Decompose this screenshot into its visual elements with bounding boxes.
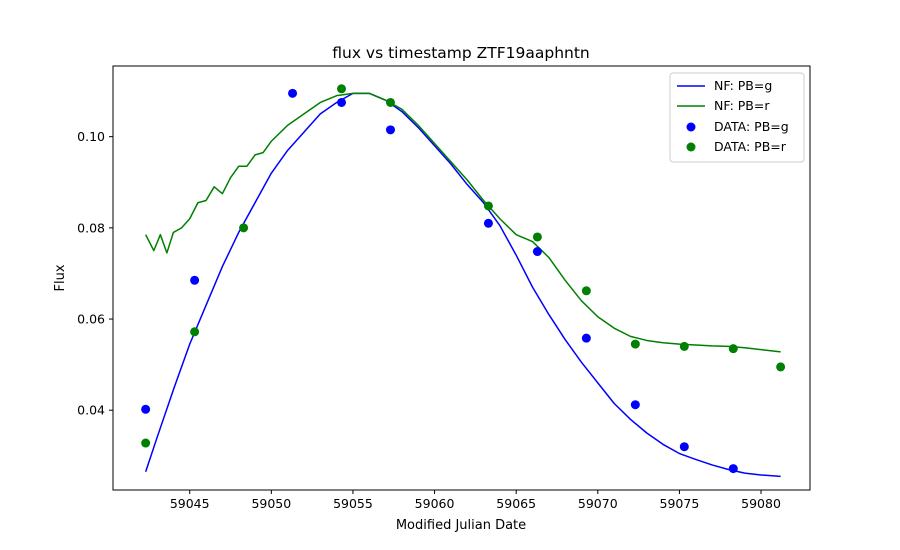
data-point-data-pb-r	[679, 341, 689, 351]
data-point-data-pb-g	[581, 333, 591, 343]
x-tick-label: 59055	[333, 496, 373, 511]
data-point-data-pb-r	[581, 286, 591, 296]
data-point-data-pb-r	[141, 438, 151, 448]
data-point-data-pb-g	[483, 218, 493, 228]
chart-title: flux vs timestamp ZTF19aaphntn	[332, 44, 590, 62]
legend-label-nf-g: NF: PB=g	[714, 78, 772, 93]
data-point-data-pb-r	[630, 339, 640, 349]
data-point-data-pb-g	[288, 88, 298, 98]
data-point-data-pb-g	[337, 97, 347, 107]
plot-area	[141, 84, 786, 478]
plot-frame	[112, 65, 811, 491]
x-tick-label: 59075	[660, 496, 700, 511]
y-axis: 0.04 0.06 0.08 0.10	[77, 129, 113, 418]
data-point-data-pb-g	[532, 247, 542, 257]
y-axis-label: Flux	[53, 264, 68, 291]
data-point-data-pb-g	[190, 275, 200, 285]
data-point-data-pb-r	[337, 84, 347, 94]
x-axis-label: Modified Julian Date	[396, 518, 526, 533]
x-tick-label: 59045	[170, 496, 210, 511]
data-point-data-pb-g	[385, 125, 395, 135]
legend-swatch-data-r	[686, 142, 696, 152]
x-tick-label: 59060	[415, 496, 455, 511]
series-line-nf-pb-g	[144, 92, 781, 478]
data-point-data-pb-r	[190, 327, 200, 337]
data-point-data-pb-r	[239, 223, 249, 233]
y-tick-label: 0.10	[77, 129, 105, 144]
x-tick-label: 59080	[741, 496, 781, 511]
data-point-data-pb-r	[532, 232, 542, 242]
data-point-data-pb-r	[776, 362, 786, 372]
legend: NF: PB=g NF: PB=r DATA: PB=g DATA: PB=r	[669, 72, 805, 163]
data-point-data-pb-r	[385, 97, 395, 107]
data-point-data-pb-g	[630, 400, 640, 410]
legend-box	[669, 72, 805, 163]
x-tick-label: 59050	[251, 496, 291, 511]
data-point-data-pb-r	[483, 201, 493, 211]
legend-swatch-data-g	[686, 122, 696, 132]
x-axis: 59045 59050 59055 59060 59065 59070 59075 59080	[170, 490, 781, 511]
data-point-data-pb-g	[141, 404, 151, 414]
legend-label-data-g: DATA: PB=g	[714, 119, 789, 134]
legend-label-nf-r: NF: PB=r	[714, 98, 770, 113]
y-tick-label: 0.04	[77, 403, 105, 418]
data-point-data-pb-g	[679, 442, 689, 452]
x-tick-label: 59065	[496, 496, 536, 511]
legend-label-data-r: DATA: PB=r	[714, 139, 787, 154]
data-point-data-pb-r	[728, 344, 738, 354]
data-point-data-pb-g	[728, 464, 738, 474]
y-tick-label: 0.08	[77, 220, 105, 235]
y-tick-label: 0.06	[77, 312, 105, 327]
x-tick-label: 59070	[578, 496, 618, 511]
